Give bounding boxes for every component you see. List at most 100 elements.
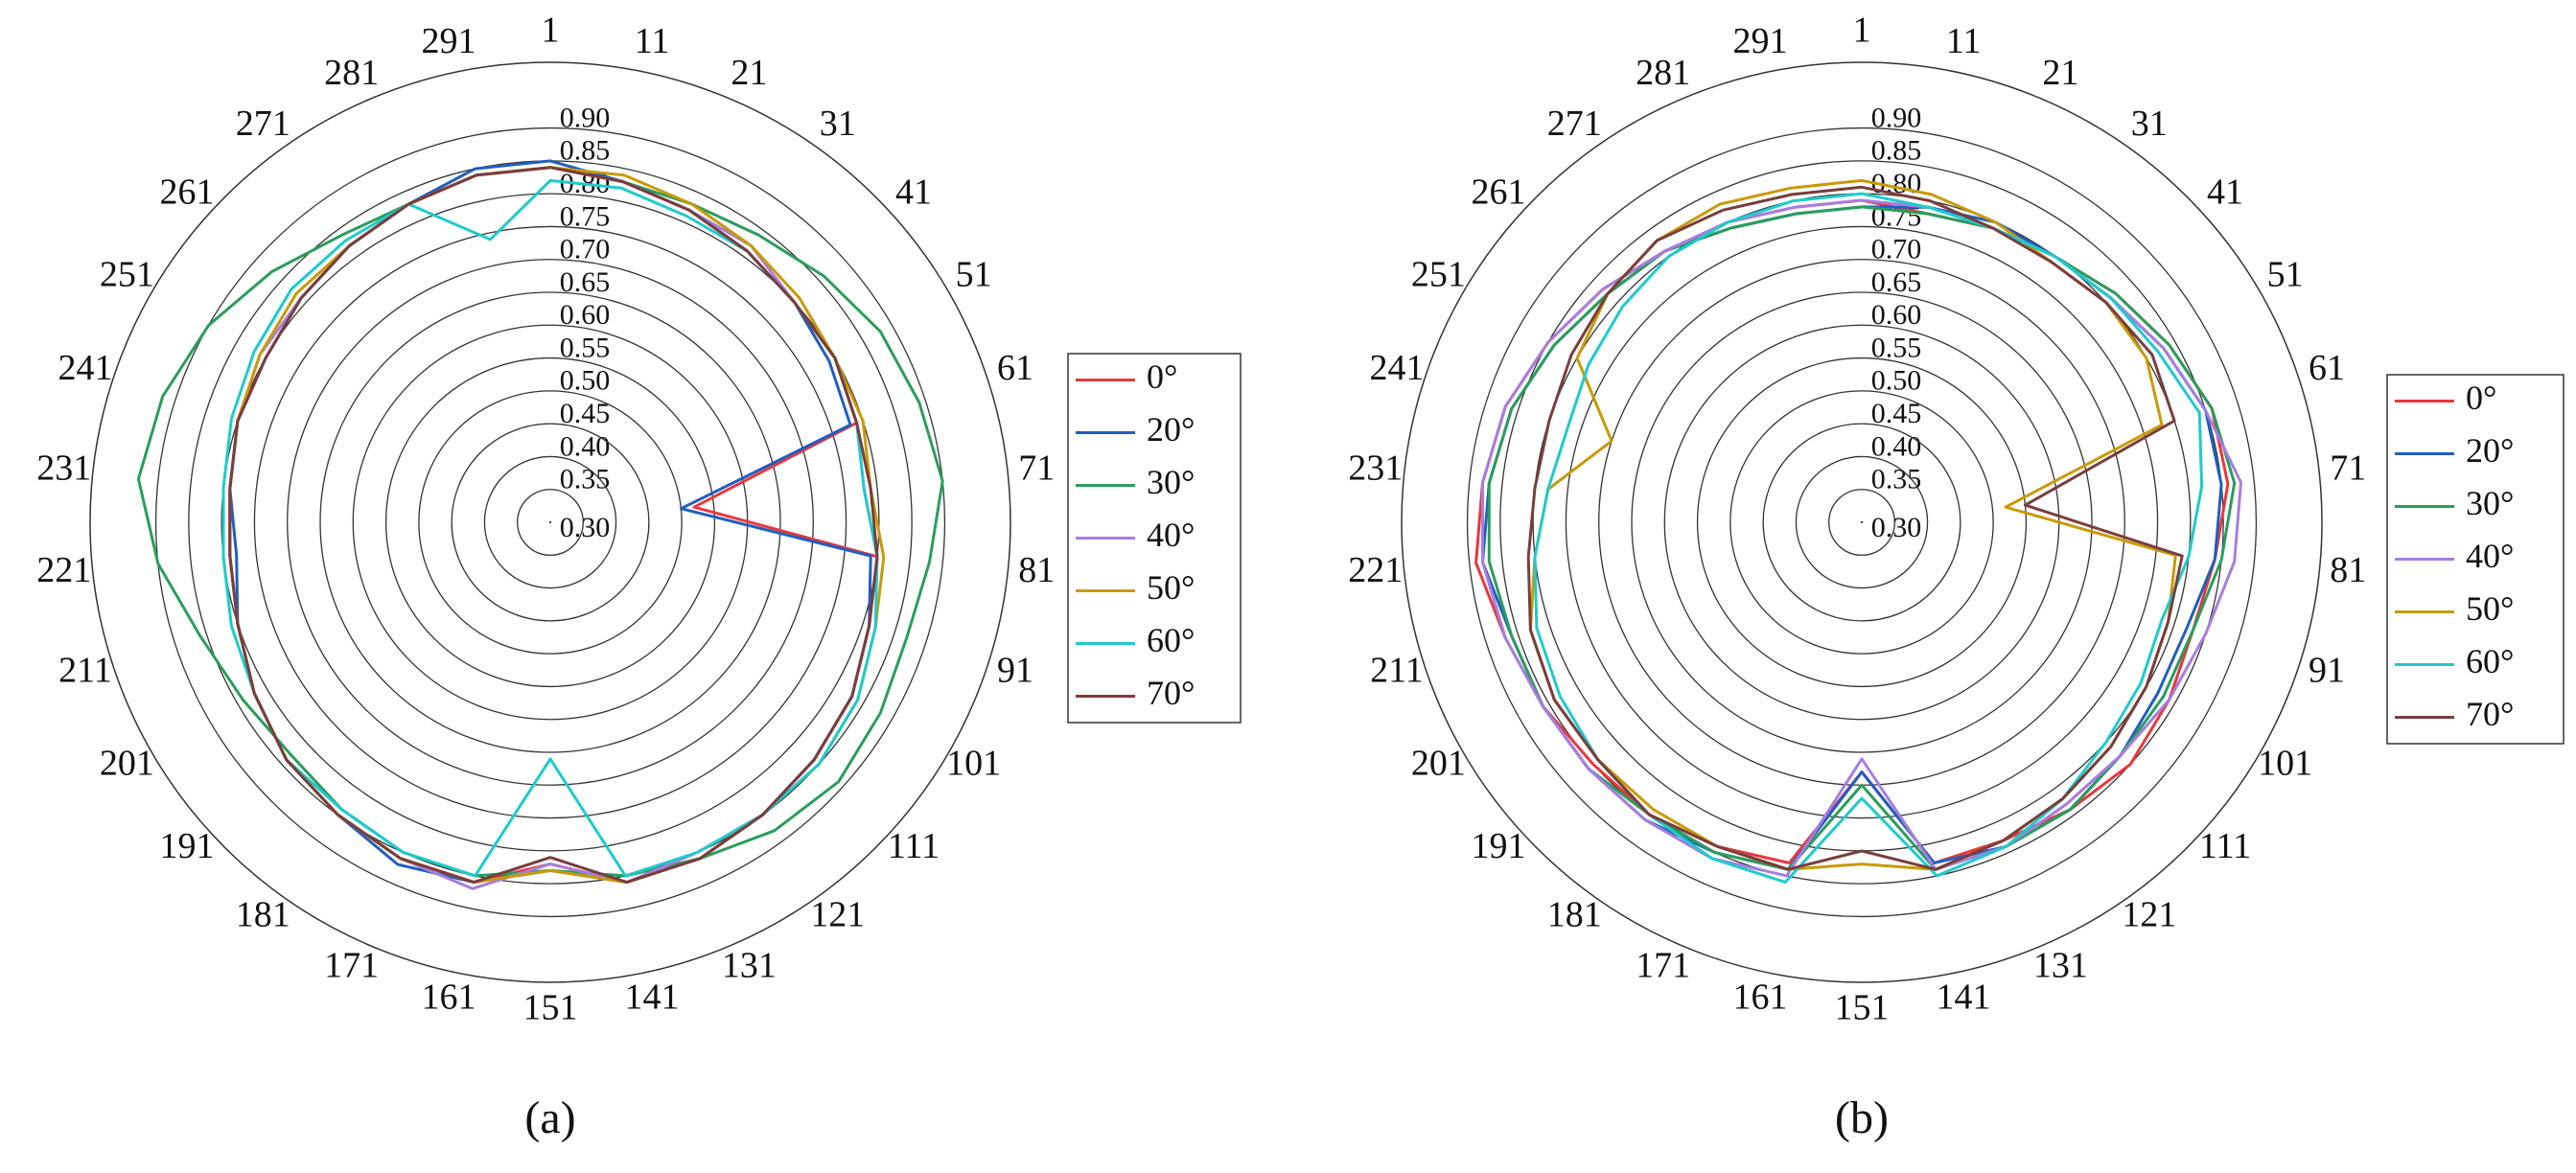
theta-tick-label: 11 [635, 21, 670, 61]
theta-tick-label: 211 [1370, 650, 1424, 690]
theta-tick-label: 281 [324, 53, 379, 93]
grid-circle [418, 390, 683, 655]
series-line [228, 166, 879, 885]
r-tick-label: 0.65 [1871, 266, 1922, 298]
theta-tick-label: 1 [542, 11, 560, 51]
r-tick-label: 0.90 [1871, 102, 1922, 133]
theta-tick-label: 221 [1348, 550, 1403, 590]
grid-circle [220, 193, 880, 852]
grid-circle [517, 489, 584, 556]
grid-circle [319, 291, 781, 753]
grid-circle [253, 225, 847, 819]
series-line [1526, 185, 2184, 871]
legend-label: 30° [1147, 463, 1195, 501]
theta-tick-label: 231 [36, 448, 91, 488]
r-tick-label: 0.55 [1871, 332, 1922, 363]
theta-tick-label: 141 [1937, 978, 1991, 1018]
legend-label: 20° [2466, 431, 2514, 470]
theta-tick-label: 71 [1018, 448, 1055, 488]
theta-tick-label: 191 [159, 826, 214, 866]
legend-label: 30° [2466, 484, 2514, 522]
grid-circle [384, 356, 716, 688]
theta-tick-label: 201 [100, 744, 154, 784]
grid-circle [1565, 225, 2159, 819]
theta-tick-label: 81 [2330, 550, 2366, 590]
grid-circle [451, 423, 650, 622]
r-tick-label: 0.70 [1871, 234, 1922, 265]
series-line [1487, 205, 2237, 871]
theta-tick-label: 251 [1411, 255, 1466, 295]
theta-tick-label: 51 [2267, 255, 2304, 295]
theta-tick-label: 181 [1547, 894, 1602, 934]
theta-tick-label: 191 [1471, 826, 1525, 866]
r-tick-label: 0.60 [1871, 299, 1922, 331]
theta-tick-label: 271 [236, 104, 290, 144]
r-tick-label: 0.50 [1871, 365, 1922, 397]
theta-tick-label: 41 [895, 172, 932, 212]
grid-circle [1631, 291, 2093, 753]
theta-tick-label: 151 [523, 988, 578, 1028]
grid-circle [483, 455, 617, 589]
legend-label: 0° [2466, 379, 2496, 417]
r-tick-label: 0.30 [1871, 512, 1922, 543]
theta-tick-label: 91 [2309, 650, 2345, 690]
grid-circle [1860, 520, 1864, 524]
grid-circle [154, 126, 946, 918]
polar-frame [1401, 61, 2323, 983]
theta-tick-label: 241 [1369, 348, 1424, 388]
theta-tick-label: 111 [888, 826, 940, 866]
polar-frame [89, 61, 1011, 983]
grid-circle [1828, 489, 1895, 556]
theta-tick-label: 71 [2330, 448, 2366, 488]
theta-tick-label: 151 [1835, 988, 1890, 1028]
legend-label: 60° [1147, 621, 1195, 659]
theta-tick-label: 221 [36, 550, 91, 590]
theta-tick-label: 1 [1853, 11, 1871, 51]
theta-tick-label: 61 [2309, 348, 2345, 388]
r-tick-label: 0.85 [1871, 135, 1922, 167]
theta-tick-label: 251 [100, 255, 154, 295]
legend-label: 40° [1147, 516, 1195, 554]
r-tick-label: 0.65 [560, 266, 611, 298]
theta-tick-label: 161 [421, 978, 476, 1018]
legend-label: 40° [2466, 537, 2514, 575]
grid-circle [1795, 455, 1929, 589]
theta-tick-label: 121 [810, 894, 865, 934]
theta-tick-label: 51 [956, 255, 992, 295]
theta-tick-label: 11 [1946, 21, 1982, 61]
r-tick-label: 0.50 [560, 365, 611, 397]
theta-tick-label: 291 [1732, 21, 1787, 61]
caption: (a) [524, 1092, 575, 1143]
series-line [228, 166, 886, 885]
theta-tick-label: 41 [2207, 172, 2243, 212]
grid-circle [548, 520, 552, 524]
series-line [136, 166, 944, 878]
r-tick-label: 0.60 [560, 299, 611, 331]
r-tick-label: 0.40 [560, 430, 611, 462]
r-tick-label: 0.35 [1871, 464, 1922, 495]
theta-tick-label: 81 [1018, 550, 1055, 590]
caption: (b) [1835, 1092, 1889, 1143]
theta-tick-label: 171 [1636, 946, 1690, 986]
series-line [1533, 192, 2204, 885]
theta-tick-label: 241 [58, 348, 112, 388]
theta-tick-label: 261 [1471, 172, 1525, 212]
r-tick-label: 0.45 [1871, 398, 1922, 429]
r-tick-label: 0.90 [560, 102, 611, 133]
series-line [1474, 198, 2230, 864]
series-line [1528, 178, 2177, 871]
theta-tick-label: 141 [625, 978, 680, 1018]
r-tick-label: 0.40 [1871, 430, 1922, 462]
theta-tick-label: 111 [2199, 826, 2251, 866]
theta-tick-label: 261 [159, 172, 214, 212]
theta-tick-label: 21 [731, 53, 767, 93]
theta-tick-label: 131 [722, 946, 777, 986]
theta-tick-label: 61 [997, 348, 1033, 388]
grid-circle [287, 259, 814, 786]
theta-tick-label: 201 [1411, 744, 1466, 784]
theta-tick-label: 211 [58, 650, 112, 690]
theta-tick-label: 281 [1636, 53, 1690, 93]
r-tick-label: 0.75 [560, 200, 611, 232]
theta-tick-label: 181 [236, 894, 290, 934]
